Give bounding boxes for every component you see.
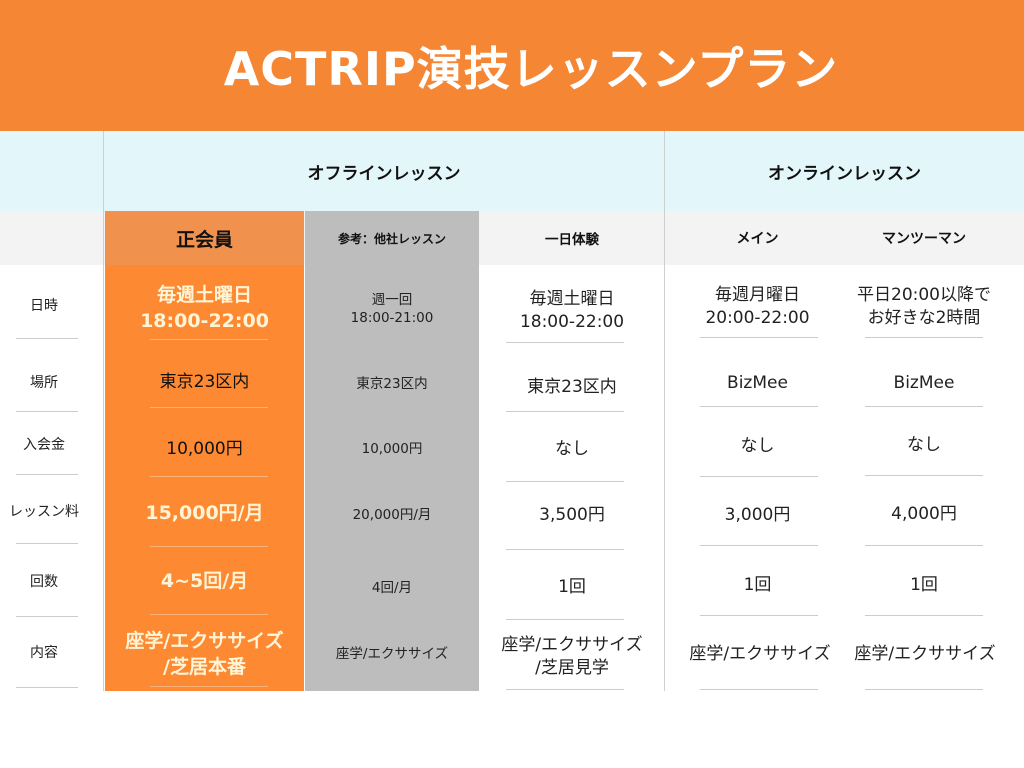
reference-lesson-fee: 20,000円/月 (352, 506, 432, 523)
reference-datetime: 週一回 18:00-21:00 (350, 291, 434, 326)
member-lesson-fee: 15,000円/月 (145, 502, 264, 525)
cell-underline (506, 689, 624, 690)
cell-underline (865, 545, 983, 546)
member-count: 4~5回/月 (160, 570, 249, 593)
section-header-empty (0, 131, 103, 211)
cell-underline (150, 614, 268, 615)
cell-underline (700, 337, 818, 338)
row-label-content: 内容 (30, 645, 58, 661)
row-label-divider (16, 411, 78, 412)
cell-underline (865, 689, 983, 690)
reference-content: 座学/エクササイズ (335, 645, 449, 662)
reference-place: 東京23区内 (356, 375, 428, 392)
main-count: 1回 (743, 574, 772, 595)
header-main: メイン (736, 231, 779, 247)
reference-count: 4回/月 (371, 579, 413, 596)
main-datetime: 毎週月曜日 20:00-22:00 (705, 285, 810, 328)
cell-underline (700, 545, 818, 546)
cell-underline (700, 406, 818, 407)
trial-lesson-fee: 3,500円 (539, 504, 605, 525)
cell-underline (506, 549, 624, 550)
page-title: ACTRIP演技レッスンプラン (223, 41, 839, 96)
cell-underline (700, 476, 818, 477)
row-label-datetime: 日時 (30, 298, 58, 314)
personal-fee: なし (907, 434, 941, 455)
row-label-fee: 入会金 (23, 437, 65, 453)
row-label-place: 場所 (30, 375, 58, 391)
personal-count: 1回 (910, 574, 938, 595)
cell-underline (700, 689, 818, 690)
trial-content: 座学/エクササイズ /芝居見学 (501, 635, 643, 678)
header-reference: 参考：他社レッスン (337, 231, 446, 246)
trial-fee: なし (555, 438, 589, 459)
trial-place: 東京23区内 (527, 376, 617, 397)
member-datetime: 毎週土曜日 18:00-22:00 (140, 284, 269, 332)
section-online: オンラインレッスン (665, 131, 1024, 211)
main-content: 座学/エクササイズ (689, 643, 831, 664)
divider-left (103, 131, 104, 691)
header-personal: マンツーマン (882, 231, 966, 247)
reference-fee: 10,000円 (361, 440, 423, 457)
row-label-divider (16, 687, 78, 688)
cell-underline (150, 407, 268, 408)
personal-place: BizMee (893, 372, 955, 393)
member-fee: 10,000円 (166, 438, 243, 459)
trial-datetime: 毎週土曜日 18:00-22:00 (519, 289, 625, 332)
cell-underline (506, 481, 624, 482)
personal-lesson-fee: 4,000円 (891, 503, 957, 524)
section-offline: オフラインレッスン (104, 131, 664, 211)
header-trial: 一日体験 (545, 232, 599, 248)
row-label-divider (16, 474, 78, 475)
cell-underline (865, 615, 983, 616)
cell-underline (150, 339, 268, 340)
cell-underline (865, 337, 983, 338)
cell-underline (506, 342, 624, 343)
member-header-bg (105, 211, 304, 265)
divider-online (664, 131, 665, 691)
cell-underline (506, 619, 624, 620)
header-member: 正会員 (175, 228, 233, 251)
cell-underline (865, 475, 983, 476)
row-label-lesson-fee: レッスン料 (9, 504, 79, 520)
row-label-divider (16, 338, 78, 339)
personal-content: 座学/エクササイズ (854, 643, 996, 664)
row-label-divider (16, 543, 78, 544)
member-place: 東京23区内 (159, 371, 250, 392)
row-label-divider (16, 616, 78, 617)
cell-underline (865, 406, 983, 407)
personal-datetime: 平日20:00以降で お好きな2時間 (857, 285, 991, 328)
member-content: 座学/エクササイズ /芝居本番 (125, 630, 284, 678)
title-banner (0, 0, 1024, 131)
cell-underline (506, 411, 624, 412)
row-label-count: 回数 (30, 574, 58, 590)
cell-underline (150, 686, 268, 687)
main-lesson-fee: 3,000円 (724, 504, 791, 525)
trial-count: 1回 (558, 576, 586, 597)
member-column-bg (105, 265, 304, 691)
cell-underline (700, 615, 818, 616)
main-fee: なし (740, 435, 775, 456)
reference-column-bg (305, 211, 479, 691)
main-place: BizMee (727, 372, 788, 393)
cell-underline (150, 476, 268, 477)
cell-underline (150, 546, 268, 547)
